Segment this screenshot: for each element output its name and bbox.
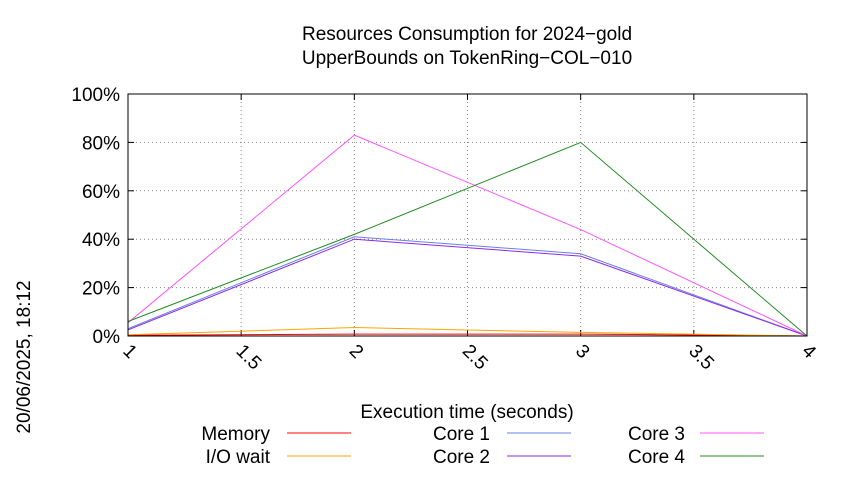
series-line-core-2 bbox=[127, 238, 808, 337]
series-line-core-1 bbox=[127, 236, 808, 337]
timestamp-label: 20/06/2025, 18:12 bbox=[14, 280, 35, 433]
grid bbox=[128, 94, 807, 336]
y-tick-label: 0% bbox=[93, 327, 121, 348]
series-lines bbox=[127, 134, 808, 337]
chart-title-line-2: UpperBounds on TokenRing−COL−010 bbox=[302, 48, 632, 69]
x-tick-label: 4 bbox=[797, 341, 820, 364]
legend-label: Core 1 bbox=[433, 424, 490, 445]
x-tick-label: 2.5 bbox=[458, 341, 492, 375]
x-tick-label: 1.5 bbox=[232, 341, 266, 375]
y-tick-label: 20% bbox=[82, 279, 120, 300]
legend-label: Core 3 bbox=[628, 424, 685, 445]
x-tick-label: 2 bbox=[345, 341, 367, 363]
legend-label: Memory bbox=[201, 424, 270, 445]
x-axis-label: Execution time (seconds) bbox=[360, 402, 573, 423]
x-tick-label: 1 bbox=[118, 341, 140, 363]
series-line-i-o-wait bbox=[127, 327, 808, 337]
legend-label: Core 4 bbox=[628, 447, 685, 468]
y-tick-label: 80% bbox=[82, 133, 120, 154]
legend-label: I/O wait bbox=[206, 447, 271, 468]
legend-label: Core 2 bbox=[433, 447, 490, 468]
series-line-memory bbox=[127, 333, 808, 337]
y-tick-label: 60% bbox=[82, 182, 120, 203]
x-tick-label: 3 bbox=[571, 341, 593, 363]
y-tick-label: 100% bbox=[71, 85, 120, 106]
x-tick-label: 3.5 bbox=[684, 341, 718, 375]
chart-title-line-1: Resources Consumption for 2024−gold bbox=[302, 24, 632, 45]
y-tick-label: 40% bbox=[82, 230, 120, 251]
series-line-core-3 bbox=[127, 134, 808, 337]
plot-border bbox=[127, 93, 808, 337]
series-line-core-4 bbox=[127, 141, 808, 337]
